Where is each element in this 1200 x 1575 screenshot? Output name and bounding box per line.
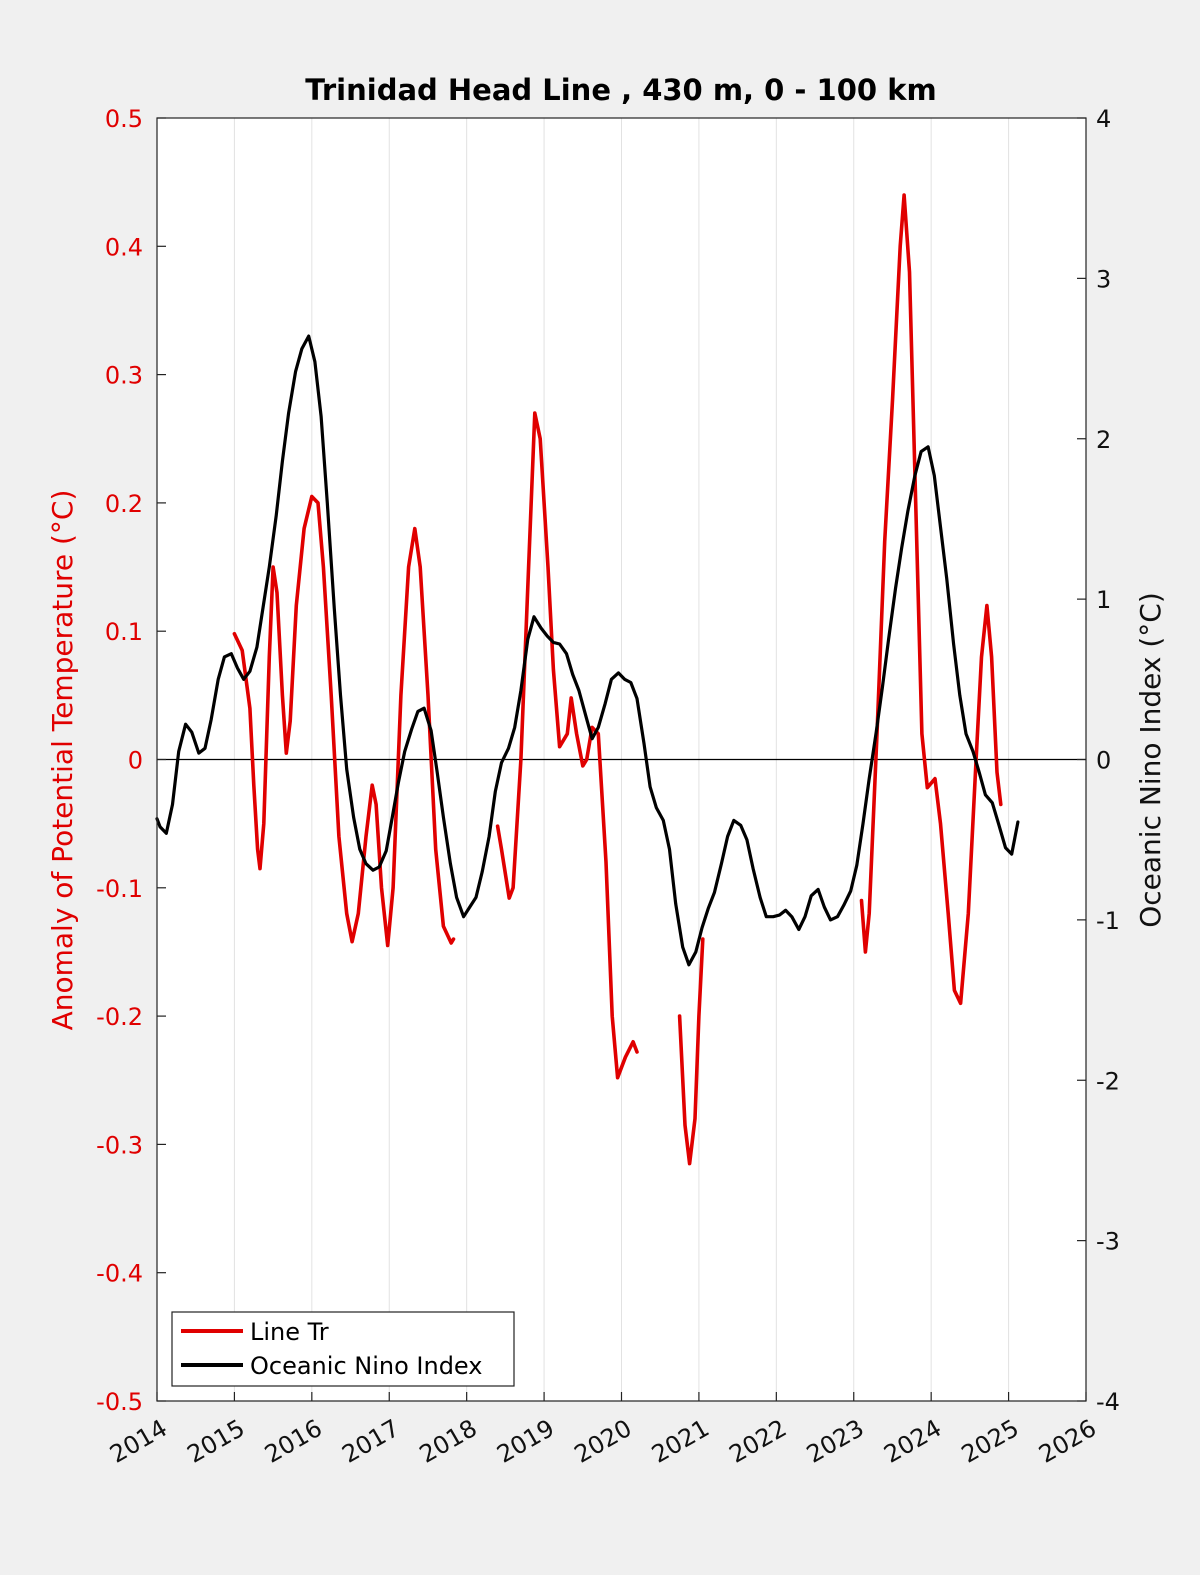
- chart-title: Trinidad Head Line , 430 m, 0 - 100 km: [305, 73, 936, 107]
- legend-box: [171, 1311, 515, 1387]
- series-line-segment: [155, 334, 1020, 967]
- y-right-tick-label: -4: [1096, 1388, 1120, 1416]
- y-right-tick-label: 3: [1096, 265, 1111, 293]
- y-left-tick-label: 0.4: [105, 233, 143, 261]
- y-right-tick-label: -1: [1096, 907, 1120, 935]
- y-left-tick-label: -0.4: [96, 1260, 143, 1288]
- legend-label-oni: Oceanic Nino Index: [250, 1352, 482, 1380]
- legend-label-line-tr: Line Tr: [250, 1318, 329, 1346]
- y-right-tick-label: -2: [1096, 1067, 1120, 1095]
- y-left-tick-label: -0.2: [96, 1003, 143, 1031]
- series-layer: [155, 193, 1020, 1166]
- series-line-segment: [495, 411, 639, 1080]
- y-left-tick-label: 0: [128, 747, 143, 775]
- y-right-tick-label: -3: [1096, 1228, 1120, 1256]
- y-right-tick-label: 2: [1096, 426, 1111, 454]
- y-left-tick-label: -0.3: [96, 1131, 143, 1159]
- y-right-tick-label: 0: [1096, 747, 1111, 775]
- series-line-tr: [232, 193, 1003, 1166]
- y-left-tick-label: 0.5: [105, 105, 143, 133]
- series-line-segment: [859, 193, 1003, 1006]
- y-left-tick-label: 0.3: [105, 362, 143, 390]
- y-left-tick-label: -0.5: [96, 1388, 143, 1416]
- series-oceanic-nino-index: [155, 334, 1020, 967]
- series-line-segment: [232, 494, 456, 948]
- y-right-tick-label: 1: [1096, 586, 1111, 614]
- legend: Line Tr Oceanic Nino Index: [171, 1311, 515, 1387]
- y-right-tick-label: 4: [1096, 105, 1111, 133]
- y-left-tick-label: -0.1: [96, 875, 143, 903]
- y-axis-left-label: Anomaly of Potential Temperature (°C): [46, 490, 79, 1031]
- y-axis-right-label: Oceanic Nino Index (°C): [1134, 592, 1167, 928]
- series-line-segment: [677, 937, 705, 1166]
- y-left-tick-label: 0.1: [105, 618, 143, 646]
- y-left-tick-label: 0.2: [105, 490, 143, 518]
